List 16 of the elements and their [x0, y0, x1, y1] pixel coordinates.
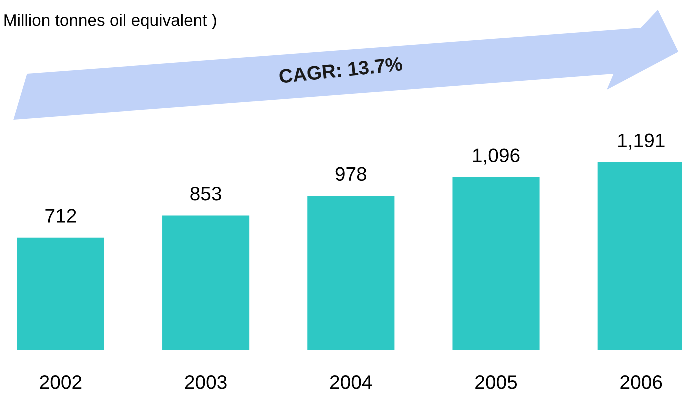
- chart-title: Million tonnes oil equivalent ): [4, 14, 216, 30]
- x-tick-label: 2004: [330, 376, 372, 390]
- x-tick-label: 2006: [620, 376, 662, 390]
- x-tick-label: 2005: [476, 376, 518, 390]
- data-label: 712: [46, 209, 76, 223]
- text: CAGR: 13.7%: [279, 57, 403, 84]
- bar: [162, 216, 250, 350]
- x-tick-label: 2002: [40, 376, 82, 390]
- x-tick-label: 2003: [185, 376, 227, 390]
- data-label: 853: [190, 186, 222, 201]
- data-label: 978: [336, 167, 367, 182]
- data-label: 1,191: [618, 134, 665, 150]
- bar: [17, 238, 104, 350]
- data-label: 1,096: [473, 148, 520, 165]
- bar: [308, 196, 395, 350]
- bar: [452, 177, 540, 350]
